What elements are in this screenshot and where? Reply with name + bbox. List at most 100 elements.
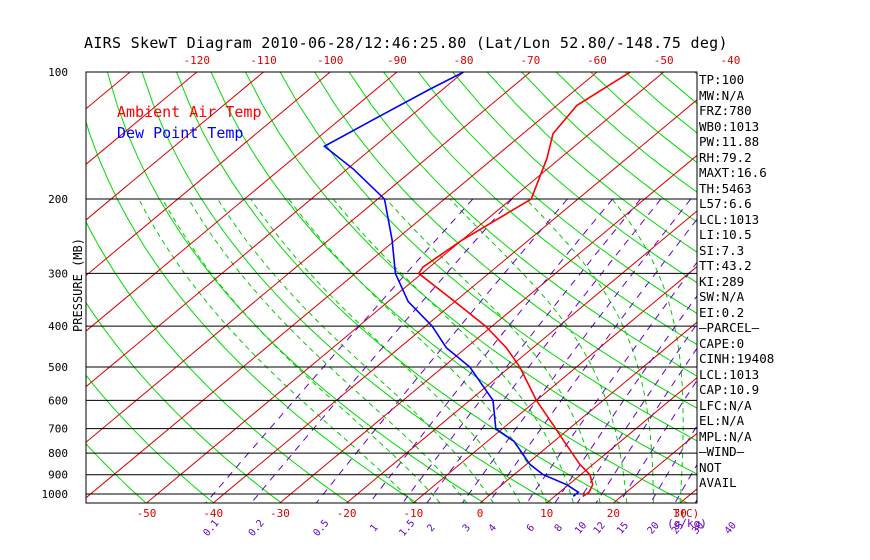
top-temp-tick-label: -80 bbox=[454, 54, 474, 67]
stat-row: TP:100 bbox=[699, 72, 745, 87]
mixing-ratio-tick-label: 0.2 bbox=[247, 518, 267, 539]
stat-row: CAP:10.9 bbox=[699, 382, 760, 397]
stat-row: TH:5463 bbox=[699, 180, 752, 196]
isotherm bbox=[86, 72, 264, 221]
stat-row: EI:0.2 bbox=[699, 304, 745, 320]
moist-adiabat bbox=[288, 198, 548, 503]
bottom-temp-tick-label: -30 bbox=[270, 507, 290, 520]
isotherm bbox=[86, 72, 198, 165]
x-axis-label: T(C) bbox=[673, 507, 700, 520]
mixing-ratio-line bbox=[315, 198, 568, 503]
mixing-ratio-line bbox=[426, 198, 662, 503]
dry-adiabat bbox=[417, 72, 697, 314]
pressure-tick-label: 700 bbox=[48, 423, 68, 436]
mixing-ratio-line bbox=[576, 323, 697, 503]
stat-row: EL:N/A bbox=[699, 413, 745, 428]
mixing-ratio-tick-label: 1.5 bbox=[397, 518, 417, 539]
top-temp-tick-label: -90 bbox=[387, 54, 407, 67]
isotherm bbox=[279, 154, 697, 503]
stat-row: —WIND— bbox=[699, 444, 745, 459]
mixing-ratio-axis-label: (g/kg) bbox=[667, 517, 707, 530]
top-temp-tick-label: -60 bbox=[587, 54, 607, 67]
mixing-ratio-tick-label: 4 bbox=[487, 523, 499, 535]
top-temp-tick-label: -120 bbox=[184, 54, 211, 67]
bottom-temp-tick-label: 0 bbox=[477, 507, 484, 520]
stats-panel: TP:100 MW:N/A FRZ:780 WB0:1013 PW:11.88 RH:79… bbox=[699, 72, 869, 491]
stat-row: LFC:N/A bbox=[699, 397, 752, 413]
mixing-ratio-tick-label: 1 bbox=[368, 523, 380, 535]
isotherm bbox=[86, 72, 464, 388]
pressure-tick-label: 800 bbox=[48, 447, 68, 460]
mixing-ratio-line bbox=[368, 198, 613, 503]
pressure-tick-label: 500 bbox=[48, 361, 68, 374]
mixing-ratio-line bbox=[526, 261, 697, 503]
mixing-ratio-tick-label: 15 bbox=[615, 520, 631, 536]
mixing-ratio-line bbox=[461, 198, 692, 503]
stat-row: CAPE:0 bbox=[699, 335, 745, 351]
mixing-ratio-line bbox=[554, 295, 697, 503]
moist-adiabat bbox=[611, 198, 684, 503]
mixing-ratio-tick-label: 10 bbox=[573, 520, 589, 536]
pressure-tick-label: 400 bbox=[48, 320, 68, 333]
stat-row: FRZ:780 bbox=[699, 103, 752, 118]
mixing-ratio-tick-label: 0.1 bbox=[201, 518, 221, 539]
dry-adiabat bbox=[383, 72, 697, 346]
moist-adiabat bbox=[385, 198, 601, 503]
dry-adiabat bbox=[314, 72, 697, 409]
stat-row: AVAIL bbox=[699, 475, 737, 490]
bottom-temp-tick-label: 30 bbox=[673, 507, 686, 520]
isotherm bbox=[479, 321, 697, 503]
moist-adiabat bbox=[449, 198, 628, 503]
top-temp-tick-label: -100 bbox=[317, 54, 344, 67]
pressure-tick-label: 900 bbox=[48, 469, 68, 482]
y-axis-label: PRESSURE (MB) bbox=[71, 238, 85, 332]
stat-row: TT:43.2 bbox=[699, 258, 752, 273]
bottom-temp-tick-label: -50 bbox=[137, 507, 157, 520]
top-temp-tick-label: -50 bbox=[654, 54, 674, 67]
page-title: AIRS SkewT Diagram 2010-06-28/12:46:25.8… bbox=[84, 34, 728, 52]
pressure-tick-label: 100 bbox=[48, 66, 68, 79]
stat-row: SI:7.3 bbox=[699, 242, 745, 258]
stat-row: WB0:1013 bbox=[699, 118, 760, 134]
mixing-ratio-tick-label: 3 bbox=[461, 523, 473, 535]
moist-adiabat bbox=[333, 198, 574, 503]
dewpoint-line bbox=[322, 72, 580, 498]
dry-adiabat bbox=[0, 72, 80, 505]
bottom-temp-tick-label: -20 bbox=[337, 507, 357, 520]
moist-adiabat bbox=[250, 198, 521, 503]
stat-row: MW:N/A bbox=[699, 87, 745, 103]
moist-adiabat bbox=[138, 198, 414, 503]
stat-row: PW:11.88 bbox=[699, 134, 760, 149]
isotherm bbox=[546, 377, 697, 503]
stat-row: —PARCEL— bbox=[699, 320, 760, 335]
mixing-ratio-line bbox=[250, 198, 513, 503]
bottom-temp-tick-label: -40 bbox=[203, 507, 223, 520]
isotherm bbox=[146, 72, 665, 503]
moist-adiabat bbox=[162, 198, 441, 503]
stat-row: LCL:1013 bbox=[699, 211, 760, 227]
pressure-tick-label: 600 bbox=[48, 394, 68, 407]
ambient-temp-line bbox=[417, 72, 631, 498]
isotherm bbox=[86, 72, 531, 443]
stat-row: LI:10.5 bbox=[699, 227, 752, 242]
stat-row: RH:79.2 bbox=[699, 149, 752, 165]
legend-ambient: Ambient Air Temp bbox=[117, 103, 262, 121]
dry-adiabat bbox=[452, 72, 697, 284]
stat-row: LCL:1013 bbox=[699, 366, 760, 382]
mixing-ratio-tick-label: 0.5 bbox=[311, 518, 331, 539]
legend-dewpoint: Dew Point Temp bbox=[117, 124, 243, 142]
dry-adiabat bbox=[486, 72, 697, 253]
bottom-temp-tick-label: 20 bbox=[607, 507, 620, 520]
isotherm bbox=[86, 72, 598, 499]
top-temp-tick-label: -110 bbox=[250, 54, 277, 67]
mixing-ratio-line bbox=[674, 463, 697, 503]
mixing-ratio-tick-label: 40 bbox=[723, 520, 739, 536]
stat-row: MPL:N/A bbox=[699, 428, 752, 444]
isotherm bbox=[86, 72, 398, 332]
moist-adiabat bbox=[217, 198, 494, 503]
mixing-ratio-tick-label: 2 bbox=[425, 523, 437, 535]
bottom-temp-tick-label: -10 bbox=[403, 507, 423, 520]
top-temp-tick-label: -40 bbox=[720, 54, 740, 67]
isotherm bbox=[0, 72, 63, 503]
